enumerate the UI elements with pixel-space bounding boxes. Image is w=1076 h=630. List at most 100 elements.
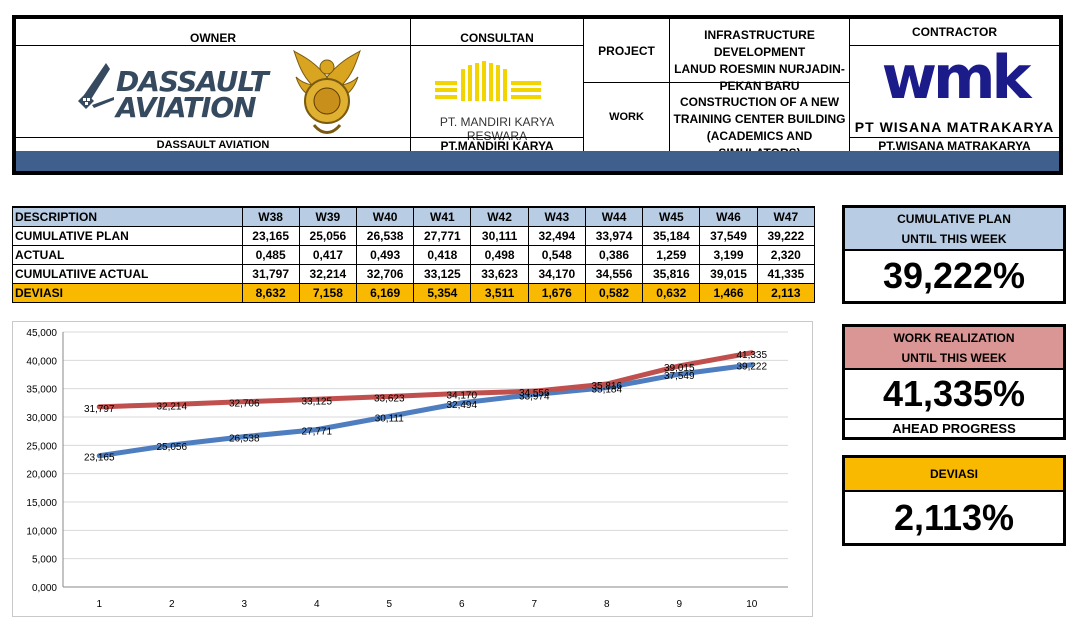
row-label: CUMULATIIVE ACTUAL [12,263,243,284]
progress-chart-svg: 0,000 5,000 10,000 15,000 20,000 25,000 30,000… [26,328,788,610]
data-label: 35,184 [591,385,622,396]
x-tick-label: 8 [604,599,610,610]
eagle-emblem-icon [293,49,361,134]
table-cell: 0,582 [584,282,644,303]
table-cell: 35,816 [642,263,701,284]
table-cell: 1,466 [699,282,758,303]
work-realization-box: WORK REALIZATION UNTIL THIS WEEK 41,335%… [842,324,1066,440]
y-tick-label: 15,000 [26,498,57,509]
data-label: 35,816 [591,381,622,392]
table-cell: 0,493 [355,244,415,265]
data-point [97,454,101,458]
data-point [170,443,174,447]
table-cell: 32,214 [298,263,358,284]
table-cell: 0,386 [584,244,644,265]
data-label: 41,335 [736,350,767,361]
data-label: 34,556 [519,388,550,399]
table-header-cell: W42 [470,206,529,227]
project-label-cell: PROJECT WORK [584,19,670,151]
contractor-logo-text: PT WISANA MATRAKARYA [854,119,1055,135]
project-header: OWNER DASSAULT AVIATION DA [12,15,1063,175]
data-point [532,392,536,396]
work-realization-value: 41,335% [845,370,1063,420]
table-header-cell: W47 [756,206,816,227]
contractor-cell: CONTRACTOR wmk PT WISANA MATRAKARYA PT.W… [850,19,1059,153]
table-cell: 32,706 [355,263,415,284]
table-cell: 31,797 [241,263,300,284]
table-cell: 33,623 [470,263,529,284]
table-cell: 0,498 [470,244,529,265]
data-label: 39,222 [736,362,767,373]
data-point [605,386,609,390]
table-header-cell: W38 [241,206,300,227]
table-cell: 34,556 [584,263,644,284]
table-row-cumulative-actual: CUMULATIIVE ACTUAL 31,797 32,214 32,706 … [12,263,816,284]
table-cell: 0,548 [527,244,586,265]
data-label: 32,214 [156,401,187,412]
data-point [460,401,464,405]
cumulative-plan-value: 39,222% [882,255,1026,296]
contractor-name: PT.WISANA MATRAKARYA [878,139,1031,153]
table-row-deviasi: DEVIASI 8,632 7,158 6,169 5,354 3,511 1,… [12,282,816,303]
table-cell: 32,494 [527,225,586,246]
progress-table: DESCRIPTION W38 W39 W40 W41 W42 W43 W44 … [12,206,816,303]
data-point [315,428,319,432]
table-header-cell: W44 [584,206,644,227]
table-header-row: DESCRIPTION W38 W39 W40 W41 W42 W43 W44 … [12,206,816,227]
work-realization-head: WORK REALIZATION UNTIL THIS WEEK [845,327,1063,370]
data-label: 30,111 [375,413,405,424]
table-cell: 33,125 [413,263,472,284]
x-tick-label: 5 [386,599,392,610]
dassault-logo: DASSAULT AVIATION [76,61,276,131]
data-label: 33,125 [301,396,332,407]
deviasi-box: DEVIASI 2,113% [842,455,1066,546]
x-tick-label: 10 [746,599,758,610]
table-cell: 33,974 [584,225,644,246]
mandiri-logo-icon [435,61,541,101]
table-header-cell: W45 [642,206,701,227]
row-label: DEVIASI [12,282,243,303]
project-value: INFRASTRUCTURE DEVELOPMENT LANUD ROESMIN… [674,28,845,93]
data-point [677,364,681,368]
y-tick-label: 20,000 [26,470,57,481]
table-cell: 5,354 [413,282,472,303]
table-cell: 39,222 [756,225,816,246]
table-cell: 26,538 [355,225,415,246]
x-tick-label: 1 [96,599,102,610]
series-line [96,362,755,459]
data-point [750,363,754,367]
table-cell: 2,320 [756,244,816,265]
owner-name: DASSAULT AVIATION [156,139,270,151]
y-tick-label: 5,000 [32,555,57,566]
dassault-emblem-icon [78,63,114,109]
table-header-cell: W46 [699,206,758,227]
data-label: 34,170 [446,390,477,401]
table-row-cumulative-plan: CUMULATIVE PLAN 23,165 25,056 26,538 27,… [12,225,816,246]
work-value: CONSTRUCTION OF A NEW TRAINING CENTER BU… [673,95,846,160]
cumulative-plan-box: CUMULATIVE PLAN UNTIL THIS WEEK 39,222% [842,205,1066,304]
x-tick-label: 9 [676,599,682,610]
table-cell: 8,632 [241,282,300,303]
x-tick-label: 3 [241,599,247,610]
table-cell: 2,113 [756,282,816,303]
table-cell: 25,056 [298,225,358,246]
table-cell: 0,632 [642,282,701,303]
data-label: 23,165 [84,453,115,464]
data-label: 26,538 [229,434,260,445]
wmk-logo: wmk [881,43,1032,113]
owner-cell: OWNER DASSAULT AVIATION DA [16,19,411,151]
y-tick-label: 10,000 [26,526,57,537]
ahead-progress-label: AHEAD PROGRESS [892,421,1016,436]
table-header-cell: W43 [527,206,586,227]
table-cell: 37,549 [699,225,758,246]
table-cell: 34,170 [527,263,586,284]
table-cell: 30,111 [470,225,529,246]
data-point [170,402,174,406]
consultant-cell: CONSULTAN PT. MANDIRI KARYA RESWARA PT.M… [411,19,584,167]
data-label: 33,974 [519,391,550,402]
consultant-logo-text: PT. MANDIRI KARYA RESWARA [439,115,555,143]
series-line [96,350,755,410]
table-cell: 3,511 [470,282,529,303]
data-point [387,414,391,418]
table-cell: 39,015 [699,263,758,284]
